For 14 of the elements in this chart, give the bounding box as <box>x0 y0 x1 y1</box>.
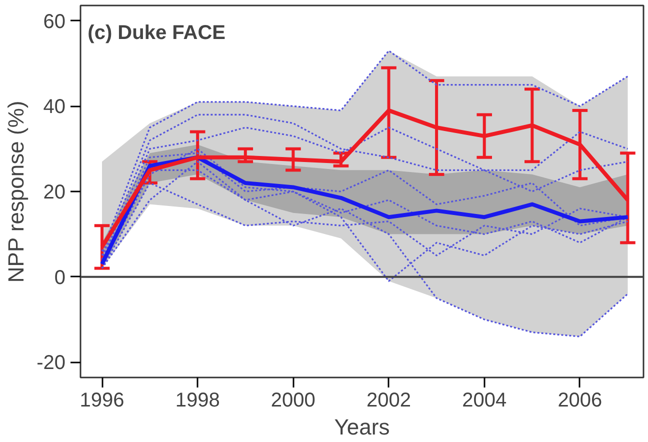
y-tick-label: 20 <box>43 182 66 204</box>
y-tick-label: 0 <box>54 266 66 289</box>
x-tick-label: 2000 <box>270 390 316 412</box>
y-tick-label: -20 <box>36 352 66 374</box>
x-tick-label: 2004 <box>462 390 507 412</box>
x-axis-title: Years <box>334 414 390 440</box>
y-tick-label: 40 <box>43 96 66 118</box>
x-tick-label: 2006 <box>558 390 602 412</box>
x-tick-label: 1998 <box>175 390 220 412</box>
x-tick-label: 1996 <box>80 390 124 412</box>
y-tick-label: 60 <box>43 10 66 33</box>
y-axis-title: NPP response (%) <box>4 100 29 283</box>
annotation: (c) Duke FACE <box>88 22 226 44</box>
x-tick-label: 2002 <box>366 390 412 412</box>
